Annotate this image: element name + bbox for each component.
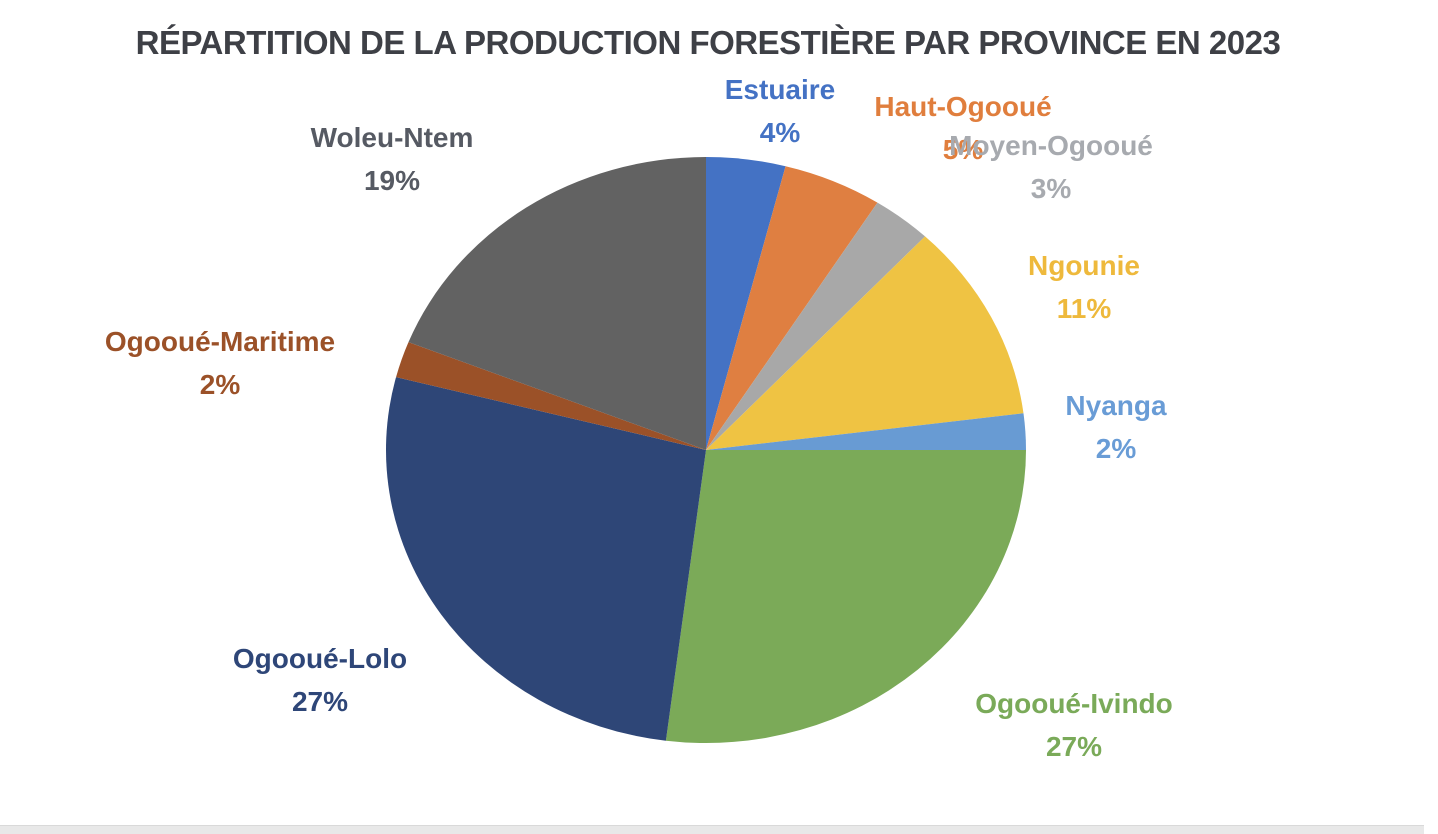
slice-label-ngounie: Ngounie 11% — [1028, 244, 1140, 330]
slice-label-name: Haut-Ogooué — [874, 91, 1052, 122]
slice-label-ogooué-lolo: Ogooué-Lolo 27% — [233, 637, 407, 723]
pie-slice-ogooué-ivindo[interactable] — [665, 450, 1026, 744]
pie-slice-haut-ogooué[interactable] — [706, 166, 878, 450]
slice-label-value: 19% — [363, 165, 421, 196]
slice-label-haut-ogooué: Haut-Ogooué 5% — [874, 85, 1051, 171]
slice-label-value: 5% — [942, 134, 984, 165]
slice-label-name: Estuaire — [724, 74, 836, 105]
pie-slice-ogooué-lolo[interactable] — [385, 377, 706, 741]
slice-label-value: 3% — [1030, 173, 1072, 204]
slice-label-nyanga: Nyanga 2% — [1065, 384, 1166, 470]
slice-label-name: Ogooué-Ivindo — [975, 688, 1173, 719]
slice-label-name: Ogooué-Lolo — [232, 643, 408, 674]
slice-label-name: Ngounie — [1028, 250, 1140, 281]
slice-label-woleu-ntem: Woleu-Ntem 19% — [311, 116, 474, 202]
pie-slice-nyanga[interactable] — [706, 413, 1026, 450]
slice-label-name: Moyen-Ogooué — [949, 130, 1153, 161]
slice-label-value: 11% — [1056, 293, 1112, 324]
slice-label-name: Woleu-Ntem — [310, 122, 474, 153]
slice-label-value: 2% — [199, 369, 241, 400]
pie-slice-moyen-ogooué[interactable] — [706, 202, 926, 450]
pie-slice-ogooué-maritime[interactable] — [396, 342, 706, 450]
slice-label-estuaire: Estuaire 4% — [725, 68, 836, 154]
slice-label-value: 2% — [1095, 433, 1137, 464]
slice-label-ogooué-maritime: Ogooué-Maritime 2% — [105, 320, 335, 406]
slice-label-value: 27% — [1045, 731, 1103, 762]
slice-label-value: 4% — [759, 117, 801, 148]
slice-label-name: Ogooué-Maritime — [104, 326, 336, 357]
pie-slice-woleu-ntem[interactable] — [408, 157, 706, 450]
slice-label-value: 27% — [291, 686, 349, 717]
horizontal-scrollbar[interactable] — [0, 825, 1424, 834]
pie-slice-estuaire[interactable] — [706, 157, 786, 450]
slice-label-ogooué-ivindo: Ogooué-Ivindo 27% — [975, 682, 1173, 768]
chart-title: RÉPARTITION DE LA PRODUCTION FORESTIÈRE … — [135, 24, 1281, 61]
slice-label-name: Nyanga — [1065, 390, 1167, 421]
slice-label-moyen-ogooué: Moyen-Ogooué 3% — [949, 124, 1153, 210]
pie-slice-ngounie[interactable] — [706, 236, 1024, 450]
